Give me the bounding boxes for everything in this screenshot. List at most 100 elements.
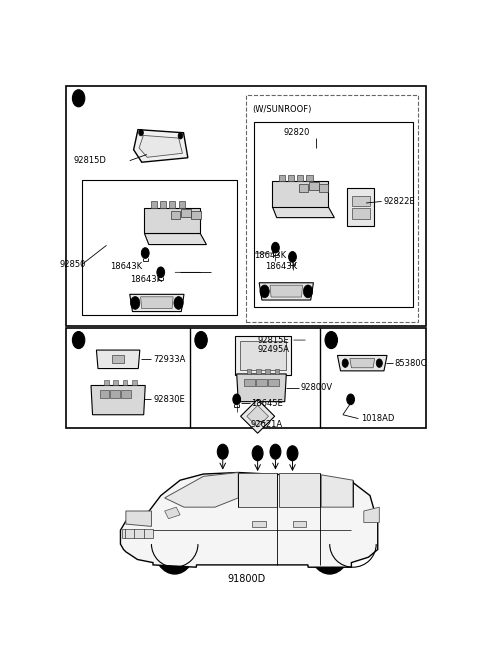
Circle shape	[139, 130, 144, 136]
Polygon shape	[139, 136, 182, 158]
Text: 1018AD: 1018AD	[360, 414, 394, 423]
Polygon shape	[121, 390, 131, 398]
Polygon shape	[96, 350, 140, 368]
Polygon shape	[247, 406, 268, 427]
Text: 92800V: 92800V	[300, 383, 332, 392]
Polygon shape	[144, 233, 206, 245]
Circle shape	[288, 251, 296, 262]
Polygon shape	[132, 380, 137, 386]
Bar	[66, 86, 426, 327]
Polygon shape	[99, 390, 109, 398]
Circle shape	[72, 332, 85, 348]
Polygon shape	[120, 473, 378, 567]
Bar	[254, 122, 413, 307]
Polygon shape	[123, 380, 127, 386]
Circle shape	[72, 90, 85, 107]
Polygon shape	[110, 390, 120, 398]
Text: 72933A: 72933A	[153, 355, 185, 364]
Polygon shape	[288, 174, 294, 181]
Circle shape	[195, 332, 207, 348]
Circle shape	[260, 285, 269, 298]
Text: 18643K: 18643K	[110, 261, 143, 271]
Polygon shape	[144, 207, 200, 233]
Polygon shape	[126, 511, 152, 527]
Polygon shape	[321, 475, 353, 507]
Polygon shape	[192, 211, 201, 219]
Polygon shape	[309, 182, 319, 190]
Circle shape	[347, 394, 355, 405]
Circle shape	[168, 535, 181, 553]
Polygon shape	[259, 283, 313, 300]
Circle shape	[142, 248, 149, 259]
Polygon shape	[244, 378, 254, 386]
Circle shape	[161, 525, 189, 563]
Polygon shape	[306, 174, 312, 181]
Text: d: d	[328, 336, 334, 344]
Bar	[66, 328, 426, 428]
Circle shape	[342, 359, 348, 368]
Polygon shape	[278, 174, 285, 181]
Circle shape	[287, 446, 298, 461]
Polygon shape	[247, 369, 252, 374]
Polygon shape	[256, 378, 267, 386]
Text: b: b	[255, 449, 260, 458]
Text: 92830E: 92830E	[153, 395, 185, 404]
Polygon shape	[240, 400, 275, 433]
Text: 18645E: 18645E	[252, 399, 283, 408]
Circle shape	[270, 444, 281, 459]
Circle shape	[308, 514, 351, 574]
Circle shape	[376, 359, 383, 368]
Text: 92621A: 92621A	[251, 420, 283, 430]
Circle shape	[131, 297, 140, 309]
Text: b: b	[76, 336, 82, 344]
Polygon shape	[133, 130, 188, 162]
Polygon shape	[337, 356, 387, 371]
Bar	[122, 529, 153, 538]
Polygon shape	[364, 507, 379, 523]
Bar	[252, 521, 266, 527]
Polygon shape	[352, 208, 370, 219]
Circle shape	[217, 444, 228, 459]
Text: 92850: 92850	[60, 260, 86, 269]
Polygon shape	[165, 507, 180, 519]
Polygon shape	[113, 380, 118, 386]
Polygon shape	[237, 374, 286, 402]
Polygon shape	[238, 473, 277, 507]
Text: a: a	[76, 94, 81, 103]
Circle shape	[252, 446, 263, 461]
Bar	[246, 95, 418, 323]
Text: 18643K: 18643K	[130, 275, 162, 285]
Polygon shape	[319, 184, 328, 192]
Text: 92820: 92820	[283, 128, 310, 137]
Polygon shape	[179, 201, 185, 207]
Polygon shape	[104, 380, 109, 386]
Circle shape	[174, 297, 183, 309]
Text: 92815D: 92815D	[74, 156, 107, 165]
Bar	[292, 521, 306, 527]
Circle shape	[178, 132, 183, 139]
Polygon shape	[130, 295, 184, 312]
Text: d: d	[273, 447, 278, 456]
Polygon shape	[256, 369, 261, 374]
Polygon shape	[169, 201, 176, 207]
Text: c: c	[290, 449, 295, 458]
Polygon shape	[171, 211, 180, 219]
Text: 91800D: 91800D	[227, 574, 265, 584]
Text: c: c	[199, 336, 204, 344]
Text: 92495A: 92495A	[257, 344, 289, 354]
Text: 85380C: 85380C	[395, 358, 427, 368]
Circle shape	[272, 242, 279, 253]
Bar	[240, 341, 286, 370]
Polygon shape	[165, 473, 238, 507]
Circle shape	[233, 394, 240, 405]
Polygon shape	[348, 188, 374, 226]
Text: 18643K: 18643K	[265, 263, 298, 271]
Circle shape	[153, 514, 196, 574]
Polygon shape	[91, 386, 145, 415]
Polygon shape	[272, 207, 335, 217]
Text: 92815E: 92815E	[258, 336, 289, 344]
Polygon shape	[151, 201, 157, 207]
Polygon shape	[275, 369, 279, 374]
Polygon shape	[265, 369, 270, 374]
Text: 18643K: 18643K	[254, 251, 286, 260]
